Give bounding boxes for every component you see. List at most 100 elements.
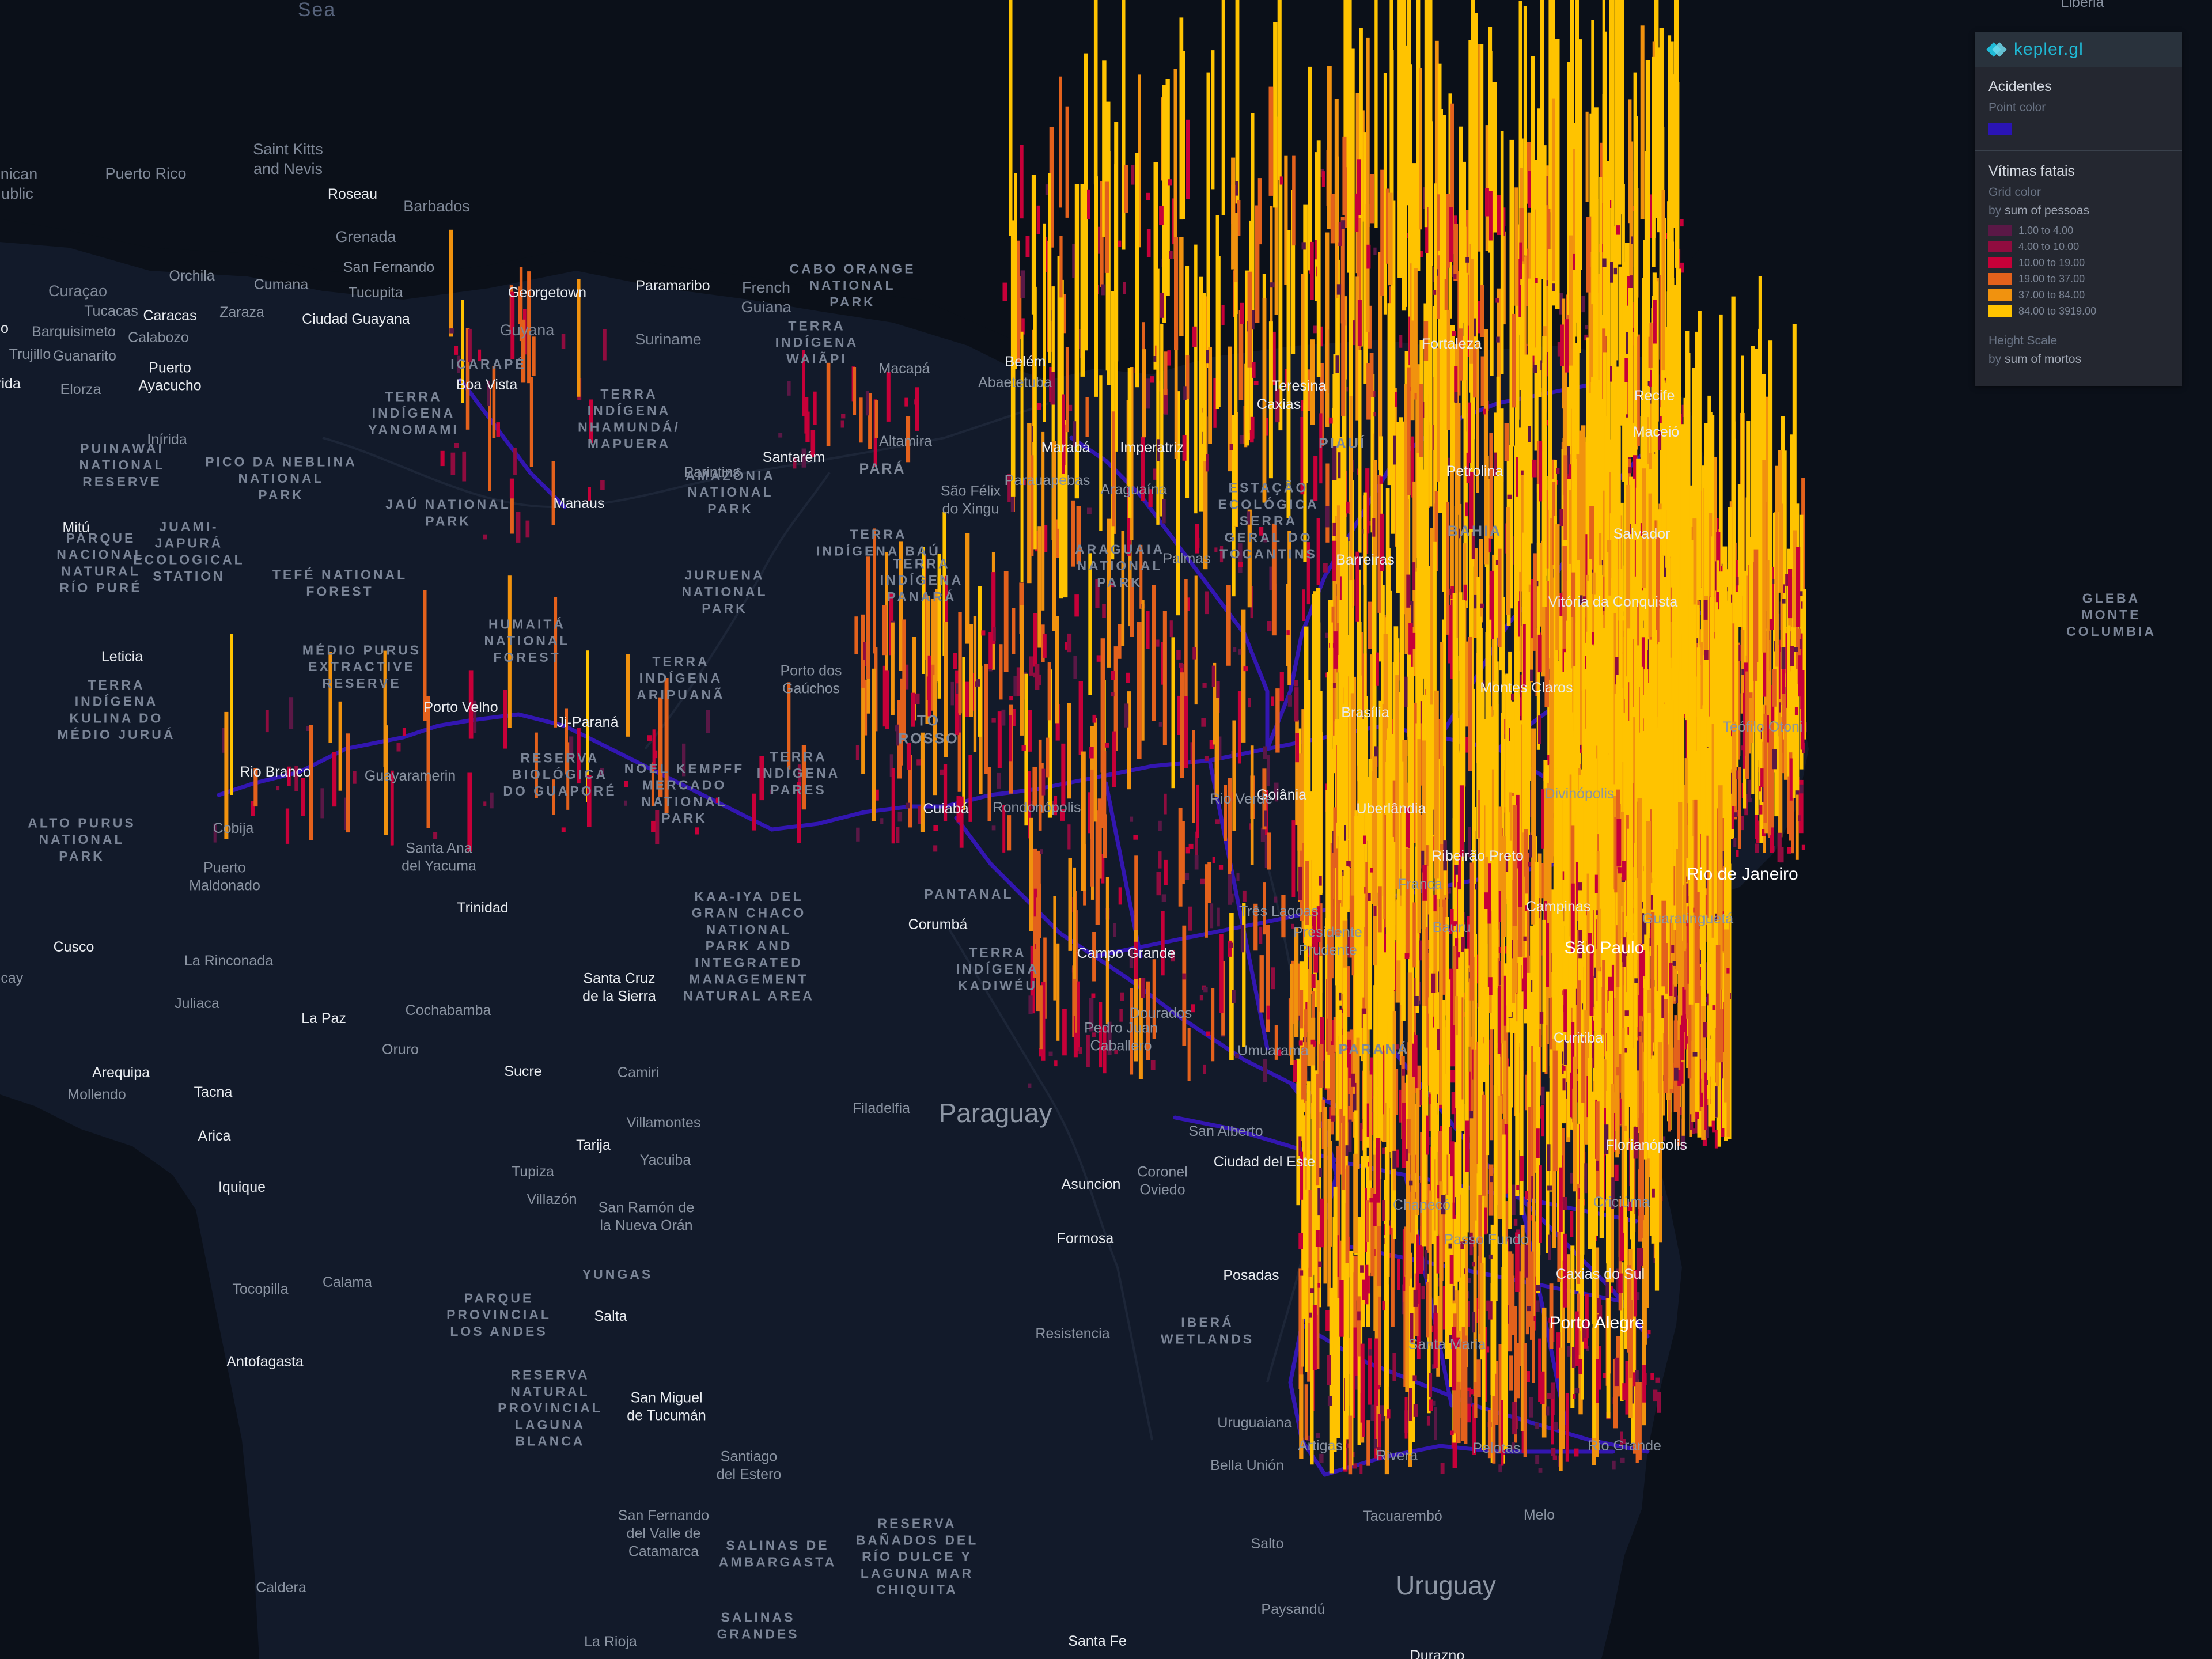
grid-column [1465,257,1470,263]
map-label-salinas-grandes: SALINAS GRANDES [717,1610,799,1642]
grid-column [1541,1105,1544,1137]
grid-column [1589,506,1594,583]
grid-column [1365,468,1370,534]
grid-column [1178,808,1183,907]
grid-column [1570,1245,1575,1408]
grid-column [1486,1346,1490,1353]
grid-column [1339,437,1344,577]
grid-column [1594,874,1598,893]
grid-column [1179,237,1184,336]
grid-column [1544,1025,1548,1074]
grid-column [1652,56,1656,268]
grid-column [1638,1031,1642,1036]
grid-column [1455,344,1459,512]
grid-column [1442,619,1446,895]
grid-column [1099,375,1103,531]
grid-column [1498,1344,1502,1453]
grid-column [1681,633,1685,885]
grid-column [1313,456,1318,501]
grid-column [1409,1180,1413,1186]
grid-column [1217,256,1221,407]
grid-column [1238,310,1244,400]
map-label-barbados: Barbados [403,198,470,215]
grid-column [1286,230,1291,518]
grid-column [1487,619,1492,865]
grid-column [801,745,806,810]
map-label-maceio: Maceió [1633,424,1680,440]
map-label-barquisimeto: Barquisimeto [32,324,116,340]
ramp-item: 37.00 to 84.00 [1988,287,2168,303]
grid-column [1549,953,1554,972]
grid-column [1655,1377,1660,1383]
grid-column [1404,384,1408,530]
grid-column [1012,709,1016,726]
grid-column [1304,974,1308,1032]
grid-column [1788,577,1793,672]
map-label-sao-felix: São Félix do Xingu [941,483,1001,517]
grid-column [1114,1049,1118,1055]
grid-column [1362,1014,1367,1168]
map-label-terra-pares: TERRA INDÍGENA PARES [757,749,840,797]
map-label-passo-fundo: Passo Fundo [1444,1232,1528,1248]
grid-column [1641,748,1646,950]
grid-column [1469,1389,1474,1395]
grid-column [1315,1230,1320,1247]
grid-column [1512,1275,1515,1335]
grid-column [1518,259,1522,317]
map-label-paramaribo: Paramaribo [635,278,710,294]
grid-column [1412,562,1416,590]
grid-column [1232,720,1236,831]
grid-column [1670,41,1674,256]
grid-column [1319,1044,1324,1088]
grid-column [1547,1144,1551,1171]
grid-column [1782,599,1786,604]
grid-column [1450,642,1453,679]
map-label-pelotas: Pelotas [1472,1440,1520,1456]
grid-column [1036,897,1040,1012]
grid-column [1366,244,1371,269]
map-label-santa-ana: Santa Ana del Yacuma [402,840,476,874]
grid-column [1037,403,1041,410]
grid-column [1596,851,1601,971]
grid-column [1492,554,1496,737]
grid-column [933,675,937,796]
grid-column [1624,899,1629,1145]
grid-column [1652,296,1655,620]
grid-column [1670,700,1674,923]
grid-column [1627,1265,1631,1353]
grid-column [1366,1420,1370,1466]
grid-column [1177,695,1180,735]
grid-column [1487,538,1491,553]
grid-column [527,271,531,384]
grid-column [1211,988,1215,1062]
grid-column [1335,164,1339,298]
grid-column [1468,827,1471,857]
grid-column [1135,153,1139,388]
grid-column [1450,325,1455,472]
grid-column [1643,439,1647,765]
grid-column [1528,278,1533,544]
grid-column [1097,226,1100,254]
grid-column [1353,1153,1358,1253]
grid-column [1072,244,1077,278]
grid-column [1449,207,1453,262]
grid-column [1130,816,1134,822]
grid-column [1563,989,1567,1032]
map-label-cochabamba: Cochabamba [406,1002,491,1018]
grid-column [950,681,954,706]
grid-column [1341,1123,1346,1336]
grid-column [1192,730,1195,823]
grid-column [978,586,982,737]
legend-layer-acidentes: Acidentes Point color [1975,67,2182,151]
grid-column [1195,524,1199,554]
grid-column [1319,876,1322,886]
map-label-antofagasta: Antofagasta [226,1354,304,1370]
ramp-label: 84.00 to 3919.00 [2018,305,2097,317]
grid-column [1412,978,1416,1006]
map-label-salta: Salta [594,1308,627,1324]
grid-column [1308,66,1312,271]
grid-column [1146,611,1150,649]
grid-column [1593,113,1596,427]
grid-column [1410,740,1415,1044]
